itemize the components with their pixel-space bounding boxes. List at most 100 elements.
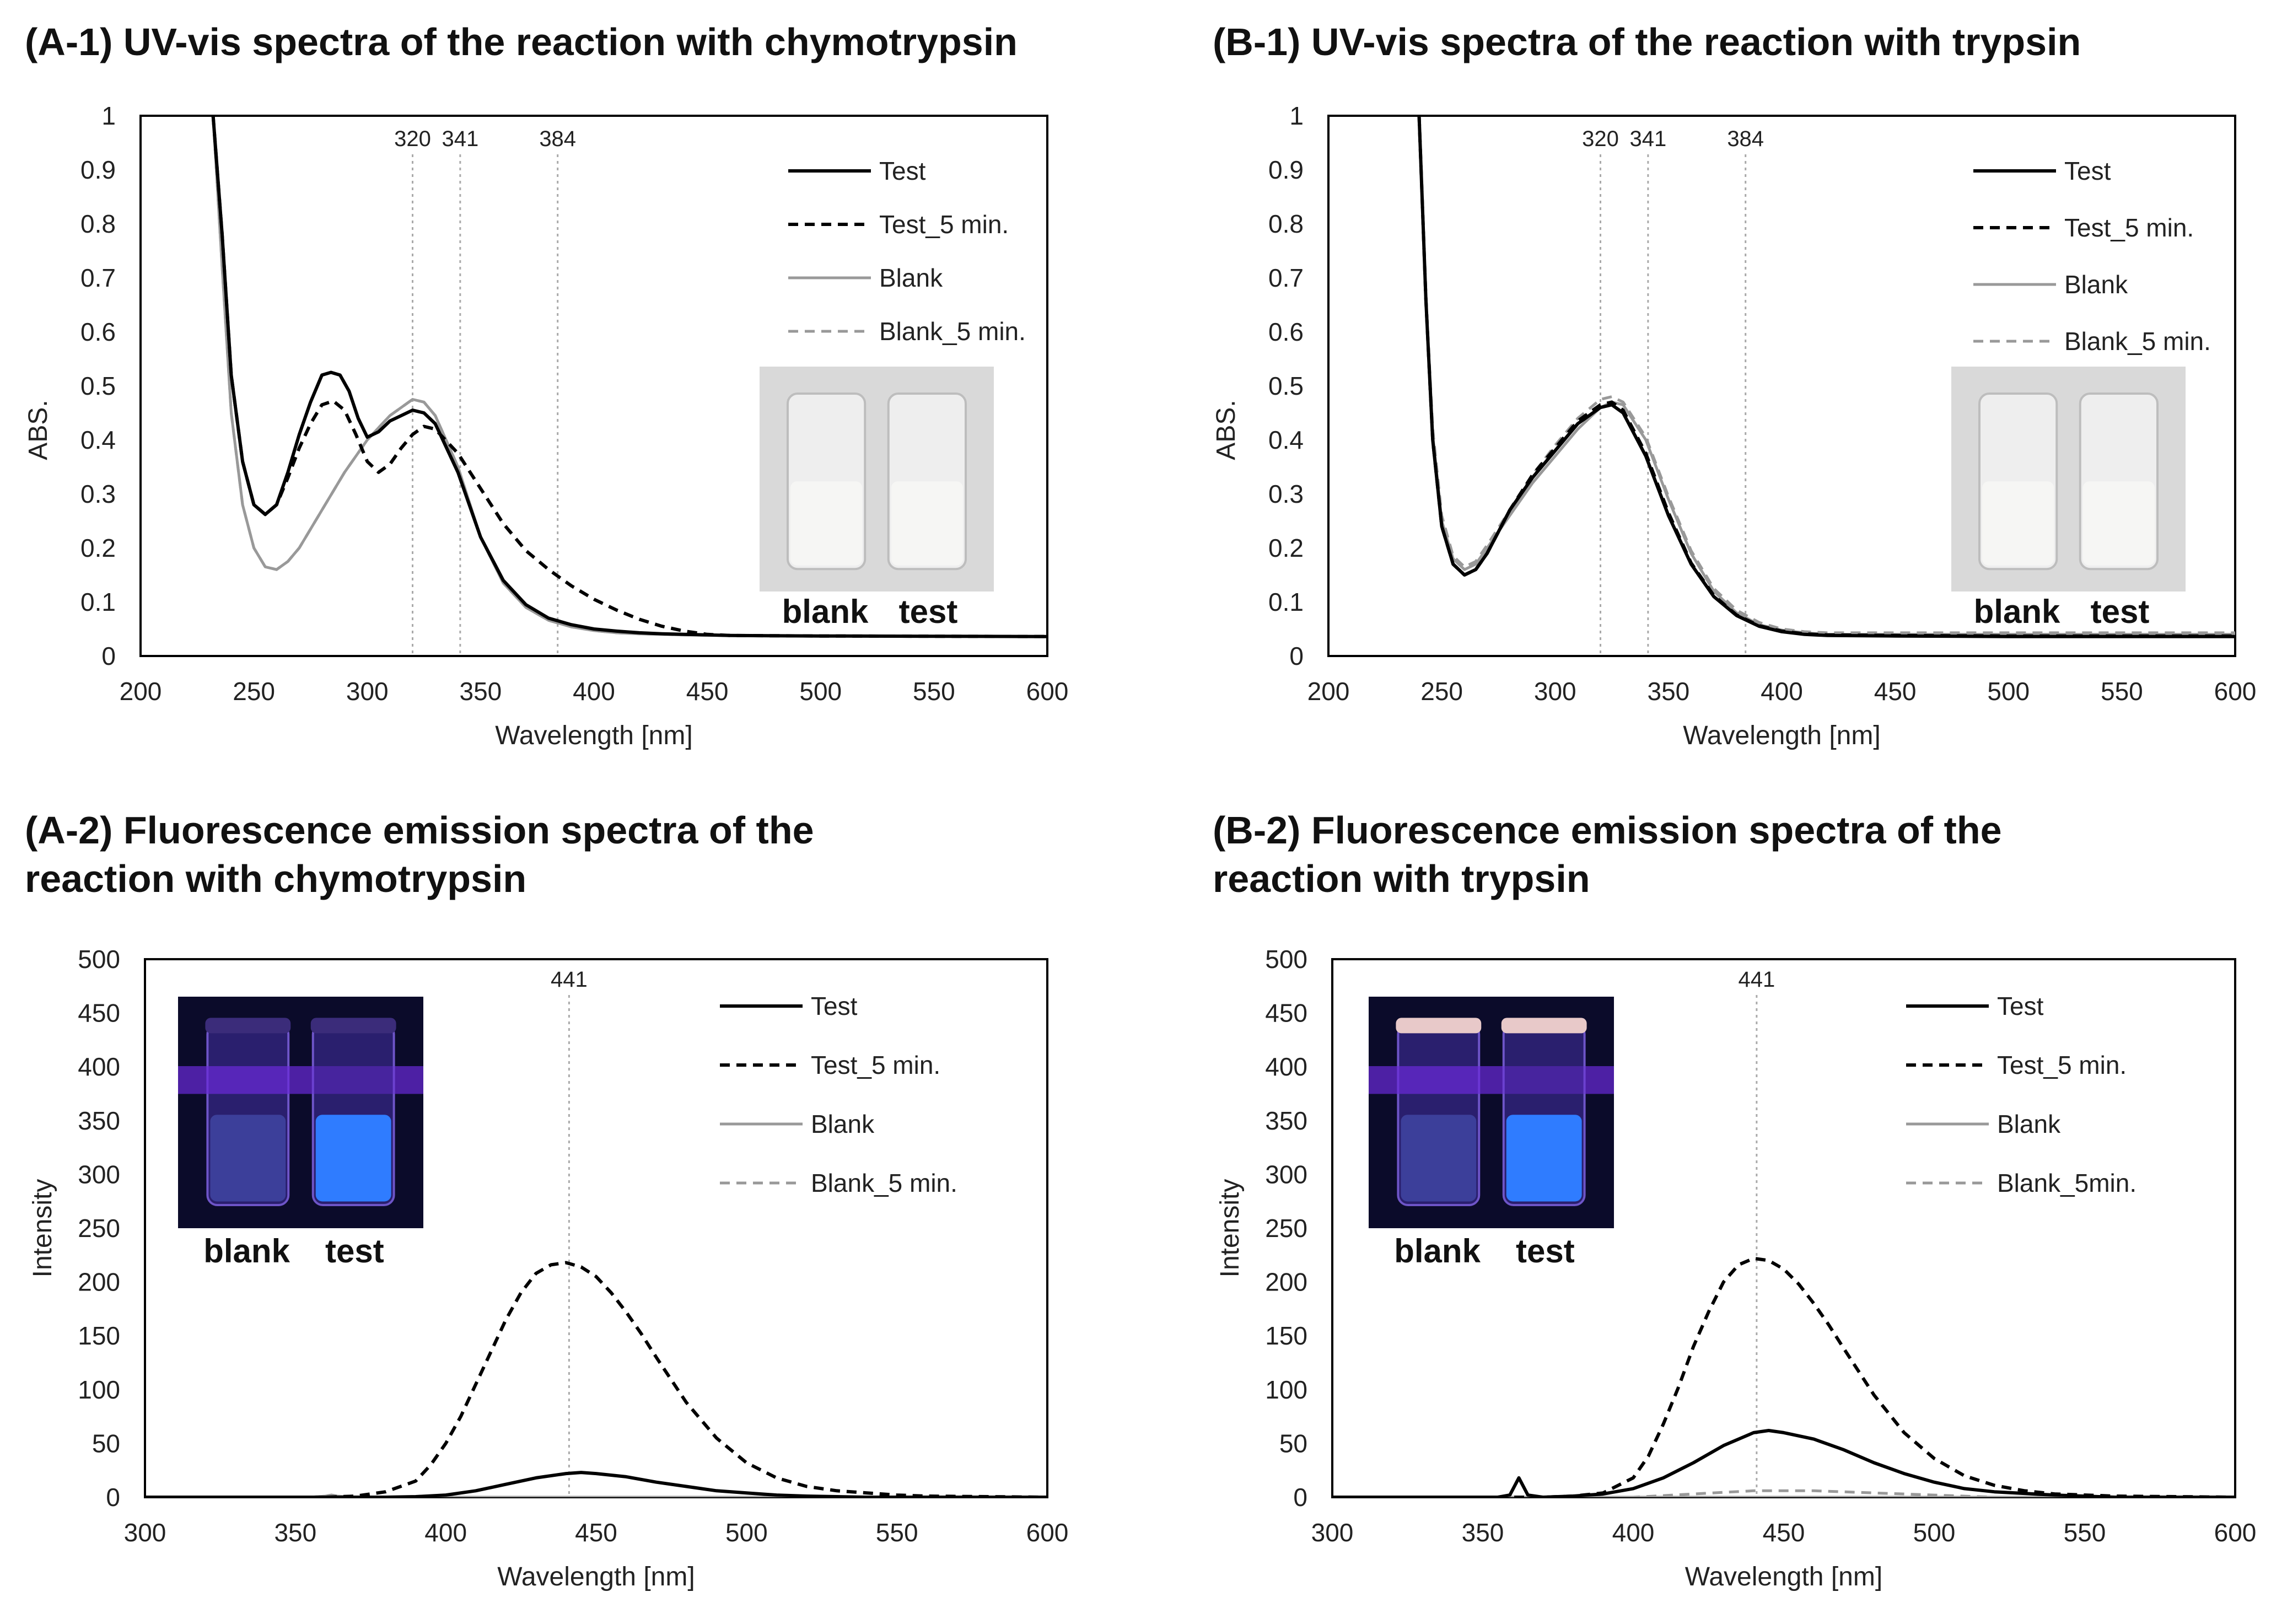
chart-b2-y-tick-label: 0 xyxy=(1293,1483,1307,1512)
chart-a1-x-tick-label: 350 xyxy=(460,677,502,706)
chart-b2-vial-photo xyxy=(1369,997,1614,1228)
chart-b1-legend-label: Test_5 min. xyxy=(2064,213,2194,242)
chart-a1-legend-label: Blank_5 min. xyxy=(879,317,1026,346)
chart-a2-x-tick-label: 600 xyxy=(1026,1518,1069,1547)
chart-a2-y-tick-label: 400 xyxy=(78,1052,120,1081)
chart-b2-legend-label: Test_5 min. xyxy=(1997,1051,2127,1079)
chart-b2-y-tick-label: 250 xyxy=(1265,1214,1307,1243)
chart-a1-vline-label: 341 xyxy=(442,127,478,151)
chart-a1-y-tick-label: 0.2 xyxy=(80,534,116,562)
chart-a2-legend-label: Blank xyxy=(811,1110,875,1138)
chart-a1-legend-label: Test xyxy=(879,157,926,185)
chart-a2-y-tick-label: 200 xyxy=(78,1268,120,1297)
chart-a2-title-line2: reaction with chymotrypsin xyxy=(25,857,526,900)
chart-a1-y-tick-label: 0.9 xyxy=(80,155,116,184)
chart-b2-y-tick-label: 50 xyxy=(1279,1429,1307,1458)
chart-a2-legend-label: Blank_5 min. xyxy=(811,1169,957,1197)
chart-a2-series-blank-5-min- xyxy=(145,1493,1047,1497)
chart-a1-vial-liquid xyxy=(790,481,863,566)
chart-a2-y-tick-label: 150 xyxy=(78,1321,120,1350)
chart-b2-y-tick-label: 450 xyxy=(1265,999,1307,1028)
chart-b2: 0 50 100 150 200 250 300 350 400 450 500 300 350 400 4… xyxy=(1215,945,2256,1591)
chart-a2-vline-label: 441 xyxy=(551,967,588,992)
chart-b2-uv-glow-band xyxy=(1369,1066,1614,1094)
chart-b1-y-tick-label: 0.8 xyxy=(1268,209,1304,238)
chart-a2-photo-label-test: test xyxy=(325,1233,384,1270)
chart-a2-y-tick-label: 250 xyxy=(78,1214,120,1243)
chart-b1-vial-liquid xyxy=(2082,481,2155,566)
chart-b1-y-tick-label: 1 xyxy=(1289,101,1304,130)
chart-b2-title-line2: reaction with trypsin xyxy=(1213,857,1590,900)
chart-b2-vline-label: 441 xyxy=(1738,967,1775,992)
chart-b1-y-tick-label: 0 xyxy=(1289,642,1304,670)
chart-b2-y-tick-label: 150 xyxy=(1265,1321,1307,1350)
chart-a2-vial-cap xyxy=(205,1018,291,1034)
chart-a1-x-tick-label: 550 xyxy=(913,677,955,706)
chart-a1-y-tick-label: 0.7 xyxy=(80,264,116,292)
chart-a1-y-tick-label: 0.6 xyxy=(80,318,116,346)
chart-a2-x-tick-label: 300 xyxy=(124,1518,166,1547)
chart-b2-vial-liquid xyxy=(1401,1115,1477,1202)
chart-a2-y-tick-label: 50 xyxy=(92,1429,120,1458)
chart-b1-photo-label-test: test xyxy=(2091,593,2150,630)
chart-a1-legend-label: Test_5 min. xyxy=(879,210,1009,239)
chart-a2-uv-glow-band xyxy=(178,1066,423,1094)
chart-b2-y-tick-label: 500 xyxy=(1265,945,1307,974)
chart-b1-vline-label: 320 xyxy=(1582,127,1619,151)
chart-a2-y-tick-label: 300 xyxy=(78,1160,120,1189)
chart-b1-series-test-5-min- xyxy=(1417,116,2235,638)
chart-b2-y-tick-label: 350 xyxy=(1265,1106,1307,1135)
chart-b2-photo-label-test: test xyxy=(1516,1233,1575,1270)
chart-a1-vial-liquid xyxy=(891,481,963,566)
chart-a1-x-tick-label: 250 xyxy=(233,677,275,706)
chart-a1-photo-label-blank: blank xyxy=(782,593,869,630)
chart-b1-y-tick-label: 0.2 xyxy=(1268,534,1304,562)
chart-b2-legend-label: Blank xyxy=(1997,1110,2061,1138)
chart-a2-x-tick-label: 350 xyxy=(274,1518,316,1547)
chart-b1: 0 0.1 0.2 0.3 0.4 0.5 0.6 0.7 0.8 0.9 1 200 250 300 35… xyxy=(1212,101,2256,750)
chart-a2-y-tick-label: 100 xyxy=(78,1375,120,1404)
chart-b1-x-tick-label: 350 xyxy=(1648,677,1690,706)
chart-a1-legend-label: Blank xyxy=(879,264,943,292)
chart-a2: 0 50 100 150 200 250 300 350 400 450 500 300 350 400 4… xyxy=(28,945,1068,1591)
chart-a2-y-tick-label: 500 xyxy=(78,945,120,974)
chart-b2-x-axis-label: Wavelength [nm] xyxy=(1685,1562,1882,1591)
chart-b1-y-tick-label: 0.7 xyxy=(1268,264,1304,292)
chart-b1-series-blank-5-min- xyxy=(1418,116,2235,634)
chart-a2-y-tick-label: 450 xyxy=(78,999,120,1028)
chart-a1-x-tick-label: 400 xyxy=(573,677,615,706)
chart-b1-photo-label-blank: blank xyxy=(1974,593,2060,630)
chart-b1-y-tick-label: 0.4 xyxy=(1268,426,1304,454)
chart-a1-y-tick-label: 0.4 xyxy=(80,426,116,454)
chart-b1-vial-liquid xyxy=(1982,481,2054,566)
chart-a2-y-axis-label: Intensity xyxy=(28,1179,57,1278)
chart-b2-x-tick-label: 550 xyxy=(2064,1518,2106,1547)
chart-b2-x-tick-label: 450 xyxy=(1763,1518,1805,1547)
chart-a1-y-tick-label: 0.3 xyxy=(80,480,116,508)
chart-b2-series-test xyxy=(1332,1429,2235,1497)
chart-a1-vline-label: 320 xyxy=(394,127,431,151)
chart-b2-series-blank-5min- xyxy=(1332,1489,2235,1497)
chart-a2-y-tick-label: 350 xyxy=(78,1106,120,1135)
chart-b2-y-tick-label: 400 xyxy=(1265,1052,1307,1081)
chart-a2-series-test xyxy=(145,1471,1047,1497)
chart-a1-x-tick-label: 450 xyxy=(686,677,729,706)
chart-b2-series-test-5-min- xyxy=(1332,1256,2235,1497)
chart-b1-vline-label: 341 xyxy=(1629,127,1666,151)
chart-b1-legend-label: Blank xyxy=(2064,270,2128,299)
chart-b2-legend-label: Test xyxy=(1997,992,2044,1020)
chart-a1-y-tick-label: 0.8 xyxy=(80,209,116,238)
chart-a2-legend-label: Test_5 min. xyxy=(811,1051,940,1079)
chart-b1-vline-label: 384 xyxy=(1727,127,1764,151)
chart-b2-y-tick-label: 100 xyxy=(1265,1375,1307,1404)
chart-b1-x-tick-label: 300 xyxy=(1534,677,1576,706)
chart-b2-legend-label: Blank_5min. xyxy=(1997,1169,2137,1197)
chart-a1-series-test-5-min- xyxy=(211,116,1047,638)
chart-a1-x-tick-label: 600 xyxy=(1026,677,1069,706)
chart-b2-x-tick-label: 500 xyxy=(1913,1518,1956,1547)
chart-b2-vial-cap xyxy=(1501,1018,1587,1034)
chart-b1-x-tick-label: 250 xyxy=(1420,677,1463,706)
chart-b2-y-axis-label: Intensity xyxy=(1215,1179,1245,1278)
chart-b1-y-axis-label: ABS. xyxy=(1212,400,1241,460)
